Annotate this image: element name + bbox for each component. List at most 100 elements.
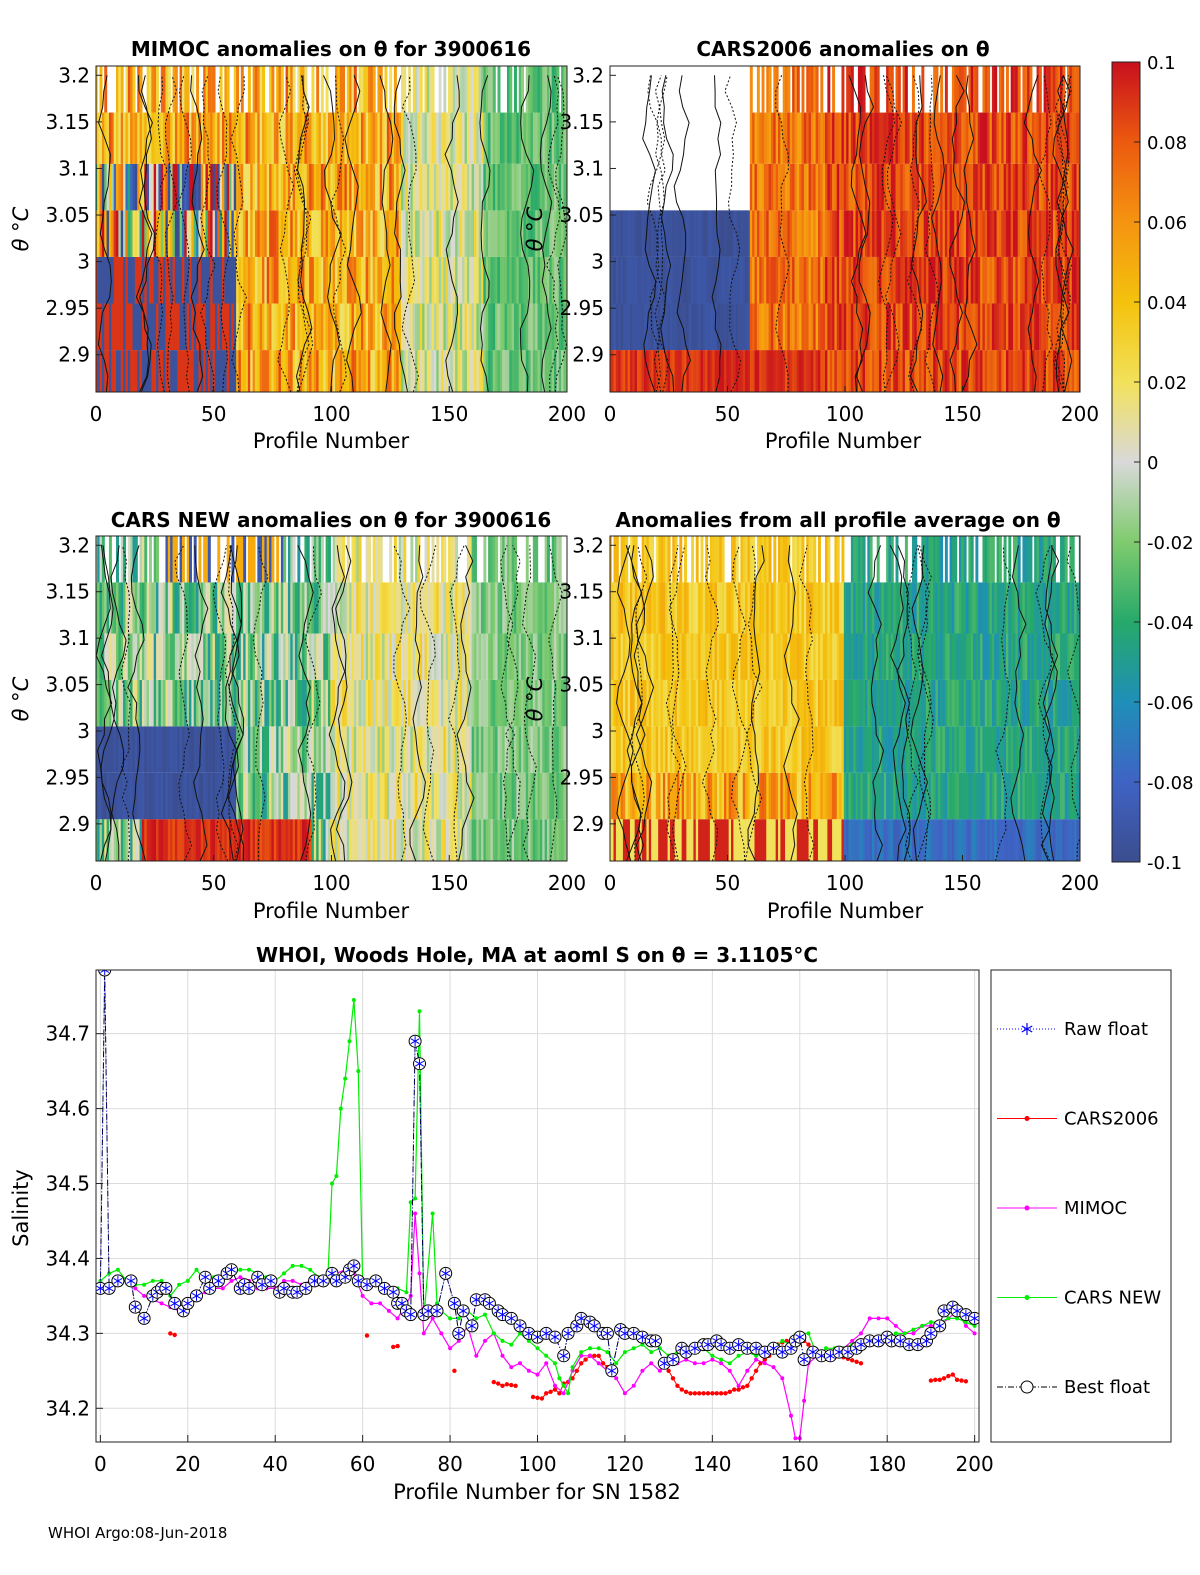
heatmap-cell <box>252 679 256 727</box>
heatmap-cell <box>134 582 138 634</box>
heatmap-cell <box>940 772 944 820</box>
heatmap-cell <box>787 210 791 257</box>
heatmap-cell <box>542 633 546 680</box>
heatmap-cell <box>415 210 419 257</box>
heatmap-cell <box>262 112 265 164</box>
heatmap-cell <box>438 819 442 861</box>
heatmap-cell <box>243 772 247 820</box>
heatmap-cell <box>888 819 892 861</box>
y-tick-label: 3.15 <box>45 580 90 604</box>
heatmap-cell <box>205 633 209 680</box>
heatmap-cell <box>344 679 348 727</box>
heatmap-cell <box>644 210 648 257</box>
heatmap-cell <box>111 210 115 257</box>
heatmap-cell <box>292 163 296 211</box>
heatmap-cell <box>653 819 657 861</box>
heatmap-cell <box>106 112 110 164</box>
heatmap-cell <box>398 303 402 351</box>
heatmap-cell <box>304 350 308 392</box>
heatmap-cell <box>146 726 150 773</box>
heatmap-cell <box>304 772 308 820</box>
heatmap-cell <box>200 210 204 257</box>
heatmap-cell <box>761 726 765 773</box>
heatmap-cell <box>911 772 915 820</box>
heatmap-cell <box>712 303 716 351</box>
heatmap-cell <box>1050 112 1054 164</box>
heatmap-cell <box>483 536 487 583</box>
heatmap-cell <box>872 163 875 211</box>
heatmap-cell <box>1078 256 1080 304</box>
heatmap-cell <box>792 633 796 680</box>
heatmap-cell <box>984 350 988 392</box>
heatmap-cell <box>108 112 112 164</box>
heatmap-cell <box>259 582 263 634</box>
heatmap-cell <box>698 210 702 257</box>
heatmap-cell <box>1024 112 1028 164</box>
heatmap-cell <box>137 163 141 211</box>
heatmap-cell <box>443 726 447 773</box>
heatmap-cell <box>132 350 136 392</box>
heatmap-cell <box>269 210 273 257</box>
heatmap-cell <box>641 633 645 680</box>
heatmap-cell <box>167 163 171 211</box>
heatmap-cell <box>644 772 648 820</box>
heatmap-cell <box>490 726 494 773</box>
heatmap-cell <box>417 256 421 304</box>
heatmap-cell <box>123 112 127 164</box>
heatmap-cell <box>113 350 117 392</box>
heatmap-cell <box>504 112 508 164</box>
heatmap-cell <box>815 726 819 773</box>
heatmap-cell <box>349 66 353 113</box>
y-tick-label: 3.05 <box>45 673 90 697</box>
heatmap-cell <box>1005 350 1009 392</box>
heatmap-cell <box>167 66 171 113</box>
heatmap-cell <box>226 350 230 392</box>
heatmap-cell <box>101 350 105 392</box>
heatmap-cell <box>535 350 539 392</box>
heatmap-xlabel: Profile Number <box>253 429 410 453</box>
heatmap-cell <box>669 303 673 351</box>
heatmap-cell <box>954 163 958 211</box>
heatmap-cell <box>163 163 167 211</box>
heatmap-cell <box>273 726 277 773</box>
contour-line <box>100 545 115 861</box>
heatmap-cell <box>346 66 350 113</box>
heatmap-cell <box>203 726 207 773</box>
heatmap-cell <box>125 66 129 113</box>
heatmap-cell <box>177 350 181 392</box>
heatmap-cell <box>488 726 492 773</box>
heatmap-cell <box>262 536 265 583</box>
heatmap-cell <box>299 350 303 392</box>
heatmap-cell <box>224 210 228 257</box>
heatmap-cell <box>186 350 190 392</box>
heatmap-cell <box>1048 112 1052 164</box>
heatmap-cell <box>897 350 901 392</box>
heatmap-cell <box>740 726 744 773</box>
heatmap-cell <box>108 350 112 392</box>
heatmap-cell <box>302 819 306 861</box>
heatmap-cell <box>556 772 560 820</box>
heatmap-cell <box>457 582 461 634</box>
heatmap-cell <box>304 819 308 861</box>
heatmap-cell <box>817 350 821 392</box>
heatmap-cell <box>497 772 501 820</box>
heatmap-cell <box>353 256 357 304</box>
heatmap-cell <box>637 679 640 727</box>
heatmap-cell <box>358 66 362 113</box>
heatmap-cell <box>549 163 553 211</box>
heatmap-cell <box>825 303 828 351</box>
heatmap-cell <box>165 726 169 773</box>
heatmap-cell <box>850 679 854 727</box>
heatmap-cell <box>850 726 854 773</box>
heatmap-cell <box>320 256 324 304</box>
heatmap-cell <box>417 679 421 727</box>
heatmap-cell <box>521 256 525 304</box>
heatmap-cell <box>620 256 624 304</box>
heatmap-cell <box>320 112 324 164</box>
heatmap-cell <box>403 633 407 680</box>
heatmap-cell <box>429 582 433 634</box>
contour-line <box>295 75 313 392</box>
heatmap-cell <box>921 163 925 211</box>
heatmap-cell <box>247 112 251 164</box>
heatmap-cell <box>561 256 565 304</box>
